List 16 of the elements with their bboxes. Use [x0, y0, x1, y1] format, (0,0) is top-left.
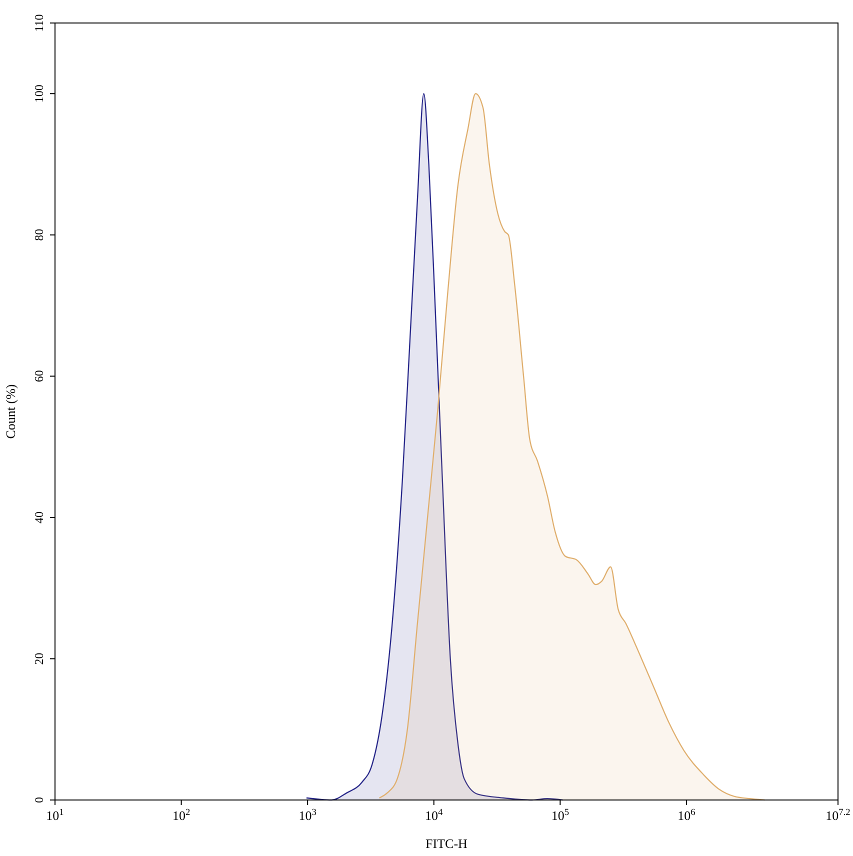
x-tick-label: 10$^{7.2}$	[826, 808, 851, 823]
x-tick-label: 10$^{6}$	[678, 808, 696, 823]
y-tick-label: 20	[32, 652, 46, 665]
x-tick-label: 10$^{2}$	[172, 808, 190, 823]
y-tick-label: 60	[32, 370, 46, 382]
x-tick-label: 10$^{4}$	[425, 808, 444, 823]
y-tick-label: 110	[32, 14, 46, 32]
y-tick-label: 100	[32, 84, 46, 103]
x-tick-label: 10$^{3}$	[298, 808, 317, 823]
y-tick-label: 80	[32, 228, 46, 241]
y-axis-title: Count (%)	[3, 384, 18, 439]
y-tick-label: 40	[32, 511, 46, 524]
x-tick-label: 10$^{1}$	[46, 808, 64, 823]
x-axis-title: FITC-H	[426, 836, 468, 851]
x-tick-label: 10$^{5}$	[551, 808, 570, 823]
y-tick-label: 0	[32, 797, 46, 803]
